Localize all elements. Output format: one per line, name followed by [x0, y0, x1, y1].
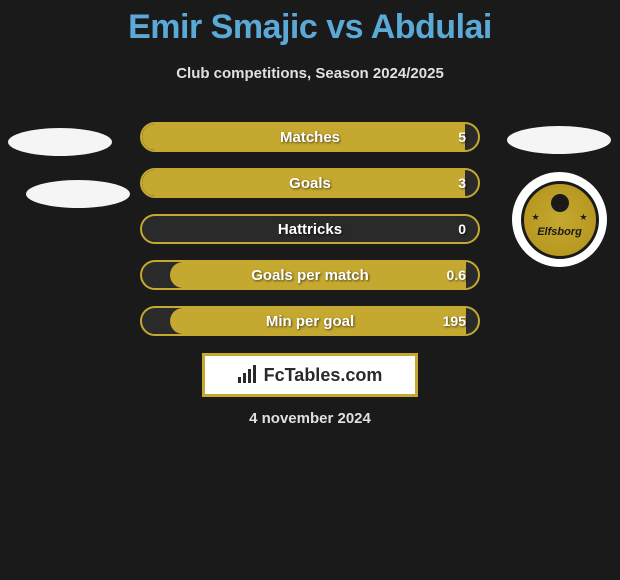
stat-label: Goals per match: [251, 267, 369, 284]
date-text: 4 november 2024: [0, 410, 620, 427]
stat-value: 0: [458, 221, 466, 237]
stat-row-goals-per-match: Goals per match 0.6: [140, 260, 480, 290]
stat-row-hattricks: Hattricks 0: [140, 214, 480, 244]
ellipse-shape: [26, 180, 130, 208]
logo-content: FcTables.com: [238, 365, 383, 386]
club-badge: ★★ Elfsborg: [512, 172, 607, 267]
stat-row-matches: Matches 5: [140, 122, 480, 152]
stat-value: 0.6: [447, 267, 466, 283]
stat-label: Goals: [289, 175, 331, 192]
logo-text: FcTables.com: [264, 365, 383, 386]
subtitle: Club competitions, Season 2024/2025: [0, 65, 620, 82]
stat-row-min-per-goal: Min per goal 195: [140, 306, 480, 336]
stat-label: Min per goal: [266, 313, 354, 330]
club-name: Elfsborg: [537, 226, 582, 238]
club-badge-inner: ★★ Elfsborg: [521, 181, 599, 259]
stat-value: 195: [443, 313, 466, 329]
club-right-container: ★★ Elfsborg: [507, 122, 612, 272]
stars-decoration: ★★: [532, 212, 588, 223]
stats-container: Matches 5 Goals 3 Hattricks 0 Goals per …: [140, 122, 480, 352]
ball-icon: [551, 194, 569, 212]
stat-value: 3: [458, 175, 466, 191]
ellipse-shape: [8, 128, 112, 156]
ellipse-shape: [507, 126, 611, 154]
logo-box[interactable]: FcTables.com: [202, 353, 418, 397]
page-title: Emir Smajic vs Abdulai: [0, 0, 620, 47]
club-left-placeholder: [8, 120, 113, 200]
stat-label: Matches: [280, 129, 340, 146]
stat-label: Hattricks: [278, 221, 342, 238]
chart-icon: [238, 365, 260, 385]
stat-row-goals: Goals 3: [140, 168, 480, 198]
stat-value: 5: [458, 129, 466, 145]
